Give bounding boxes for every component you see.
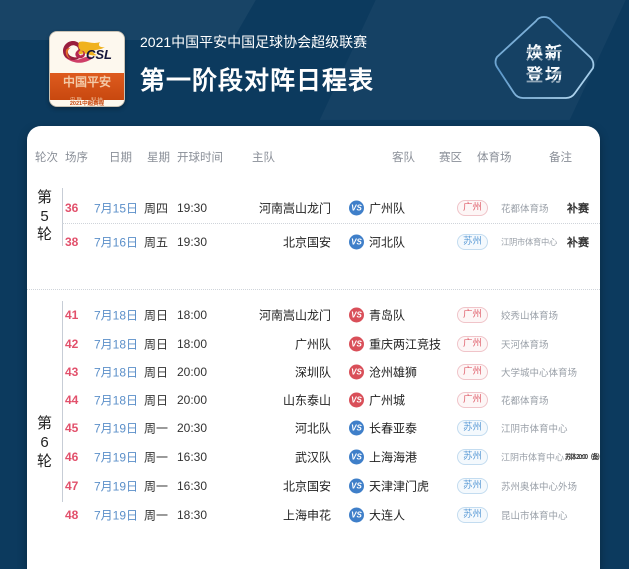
svg-text:登场: 登场 [525,65,564,85]
svg-text:焕新: 焕新 [526,43,564,63]
svg-text:CSL: CSL [86,47,112,62]
